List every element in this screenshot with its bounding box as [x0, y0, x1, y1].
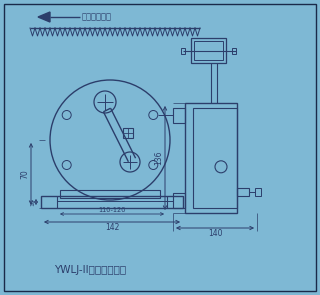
- Bar: [210, 258, 316, 291]
- Bar: [173, 193, 185, 208]
- Text: 142: 142: [105, 223, 119, 232]
- Bar: [181, 47, 185, 53]
- Text: 胶带运行方向: 胶带运行方向: [82, 12, 112, 22]
- Bar: [41, 196, 183, 208]
- Polygon shape: [38, 12, 50, 22]
- Bar: [123, 128, 132, 138]
- Text: YWLJ-II型安装示意图: YWLJ-II型安装示意图: [54, 265, 126, 275]
- Bar: [185, 103, 237, 213]
- Text: 10: 10: [30, 198, 35, 206]
- Bar: [191, 38, 226, 63]
- Text: 136: 136: [154, 151, 163, 165]
- Bar: [193, 108, 237, 208]
- Bar: [255, 188, 261, 196]
- Text: 140: 140: [208, 230, 222, 238]
- Text: 70: 70: [20, 169, 29, 179]
- Bar: [194, 41, 223, 60]
- Bar: [232, 47, 236, 53]
- Text: 110-120: 110-120: [98, 207, 126, 213]
- Bar: [60, 190, 160, 198]
- Bar: [237, 188, 249, 196]
- Bar: [173, 108, 185, 123]
